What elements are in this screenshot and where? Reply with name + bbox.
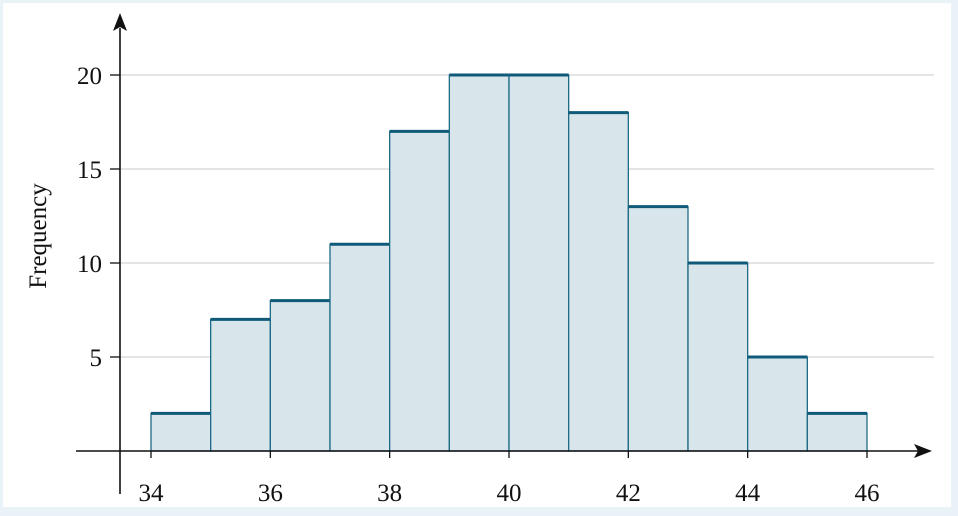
x-tick-label: 42	[616, 480, 641, 507]
y-tick-label: 20	[77, 63, 102, 90]
x-axis-arrow	[914, 444, 932, 458]
histogram-bar	[508, 74, 570, 452]
histogram-bar	[747, 356, 808, 452]
axes	[76, 13, 932, 494]
histogram-bar	[806, 412, 868, 452]
histogram-bar	[627, 205, 689, 452]
x-tick-label: 34	[139, 480, 165, 507]
y-axis-arrow	[113, 13, 127, 31]
tick-labels: 34 36 38 40 42 44 46 5 10 15 20	[77, 63, 880, 507]
histogram-bar	[269, 299, 331, 452]
histogram-bar	[687, 262, 749, 452]
y-axis-label: Frequency	[25, 183, 52, 289]
x-tick-label: 36	[258, 480, 283, 507]
y-tick-label: 10	[77, 251, 102, 278]
histogram-bar	[210, 318, 271, 452]
x-tick-label: 44	[735, 480, 761, 507]
histogram-bar	[389, 130, 450, 452]
histogram-bar	[329, 243, 391, 452]
histogram-bar	[448, 74, 510, 452]
histogram-bar	[568, 111, 629, 452]
x-tick-label: 46	[855, 480, 880, 507]
histogram-bar	[150, 412, 212, 452]
histogram-bars	[150, 73, 868, 452]
y-tick-label: 15	[77, 157, 102, 184]
y-tick-label: 5	[90, 345, 103, 372]
x-tick-label: 38	[377, 480, 402, 507]
x-tick-label: 40	[497, 480, 522, 507]
